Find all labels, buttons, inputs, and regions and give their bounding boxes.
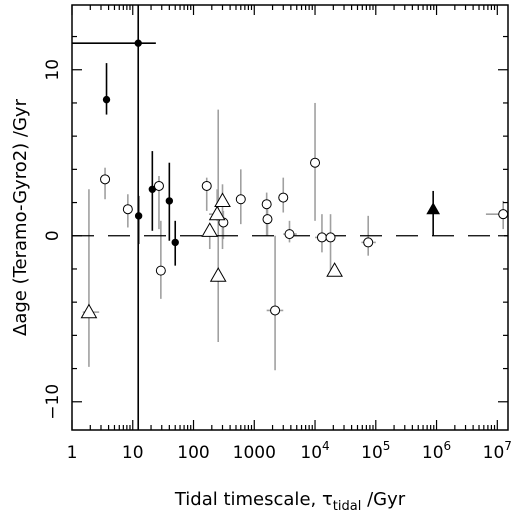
data-point	[262, 214, 273, 225]
data-point	[426, 202, 441, 215]
x-tick-label: 1	[67, 443, 78, 463]
data-point	[284, 229, 295, 240]
data-point	[278, 192, 289, 203]
y-tick-label: 10	[43, 59, 63, 81]
data-point	[153, 180, 164, 191]
data-point	[134, 212, 143, 220]
data-point	[316, 232, 327, 243]
y-axis-label: Δage (Teramo-Gyro2) /Gyr	[10, 98, 31, 336]
data-point	[261, 199, 272, 210]
data-point	[80, 303, 98, 319]
x-tick-label: 107	[483, 439, 512, 463]
error-bars	[72, 5, 508, 430]
data-point	[100, 174, 111, 185]
x-tick-label: 105	[361, 439, 390, 463]
data-point	[134, 39, 142, 47]
x-tick-label: 10	[122, 443, 144, 463]
x-tick-label: 104	[300, 439, 329, 463]
data-point	[363, 237, 374, 248]
data-point	[326, 262, 343, 277]
y-tick-label: 0	[43, 230, 63, 241]
x-axis-label: Tidal timescale, τtidal /Gyr	[174, 489, 406, 514]
data-point	[122, 204, 133, 215]
x-tick-label: 100	[177, 443, 209, 463]
data-point	[171, 238, 179, 247]
data-point	[498, 209, 509, 220]
data-point	[155, 265, 166, 276]
y-tick-label: −10	[43, 384, 63, 420]
x-tick-label: 106	[422, 439, 451, 463]
data-point	[201, 180, 212, 191]
data-points	[80, 39, 509, 319]
data-point	[208, 205, 226, 221]
data-point	[310, 157, 321, 168]
data-point	[165, 197, 174, 205]
data-point	[235, 194, 246, 205]
data-point	[209, 267, 227, 282]
data-point	[102, 95, 111, 104]
data-point	[201, 222, 219, 237]
plot-frame	[71, 4, 509, 431]
x-tick-label: 1000	[233, 443, 276, 463]
axis-ticks: 1 10 100 1000 104 105 106 107 −10 0 10	[43, 5, 512, 463]
data-point	[214, 192, 231, 208]
data-point	[325, 232, 336, 243]
data-point	[270, 305, 281, 316]
